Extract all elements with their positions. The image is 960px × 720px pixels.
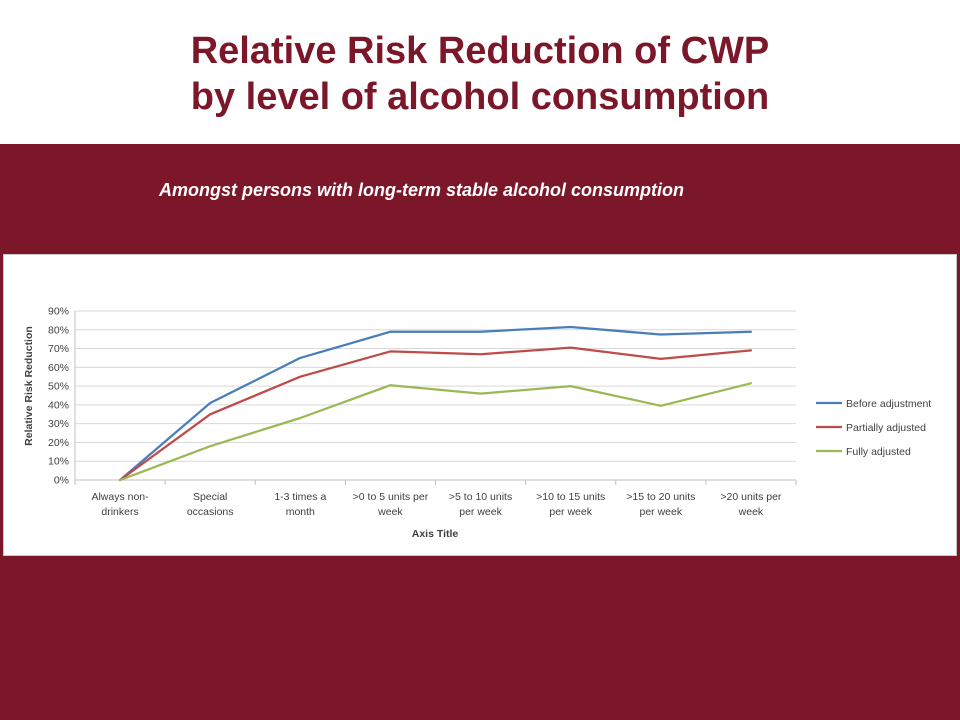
y-tick-label: 20% [48,437,69,449]
series-line-partially-adjusted [118,346,753,482]
slide-title-line-1: Relative Risk Reduction of CWP [190,30,770,72]
x-tick-label: >0 to 5 units per week [353,491,429,518]
slide-title: Relative Risk Reduction of CWP by level … [0,28,960,120]
y-tick-label: 10% [48,456,69,468]
x-tick-label: 1-3 times a month [274,491,326,518]
line-chart: 0% 10% 20% 30% 40% 50% 60% 70% 80% 90% Always non… [23,306,931,541]
legend: Before adjustment Partially adjusted Fully… [816,398,931,458]
legend-label: Partially adjusted [846,422,926,434]
y-axis-title: Relative Risk Reduction [23,326,35,446]
x-tick-label: >15 to 20 units per week [626,491,695,518]
y-tick-label: 40% [48,399,69,411]
y-tick-labels: 0% 10% 20% 30% 40% 50% 60% 70% 80% 90% [48,306,69,487]
x-tick-label: Special occasions [187,491,234,518]
legend-label: Fully adjusted [846,446,911,458]
legend-label: Before adjustment [846,398,931,410]
y-tick-label: 70% [48,343,69,355]
y-tick-label: 30% [48,418,69,430]
x-tick-label: >10 to 15 units per week [536,491,605,518]
y-tick-label: 80% [48,324,69,336]
chart-frame: 0% 10% 20% 30% 40% 50% 60% 70% 80% 90% Always non… [3,254,957,556]
y-tick-label: 50% [48,381,69,393]
x-tick-labels: Always non-drinkers Special occasions 1-3 t… [91,491,781,518]
series-line-fully-adjusted [118,382,753,482]
y-tick-label: 60% [48,362,69,374]
y-tick-label: 90% [48,306,69,318]
y-tick-label: 0% [54,475,69,487]
series-lines [118,325,753,482]
slide-title-line-2: by level of alcohol consumption [190,76,770,118]
x-tick-label: >20 units per week [720,491,782,518]
series-line-before-adjustment [118,325,753,482]
x-tick-label: >5 to 10 units per week [449,491,512,518]
gridlines [75,310,796,462]
slide-subtitle: Amongst persons with long-term stable al… [159,180,685,200]
axes [74,311,797,485]
x-axis-title: Axis Title [412,528,459,540]
x-tick-label: Always non-drinkers [91,491,149,518]
